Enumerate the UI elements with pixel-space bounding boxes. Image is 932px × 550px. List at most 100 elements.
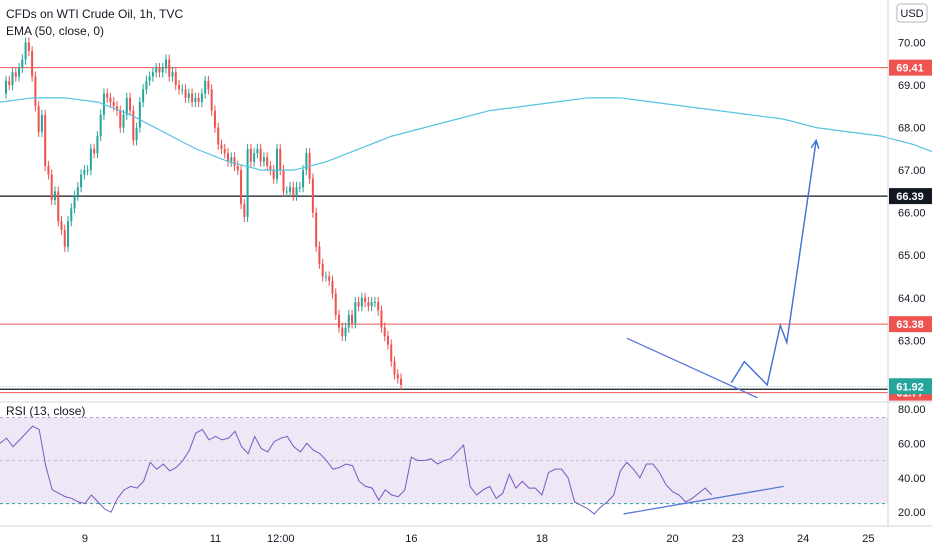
candle-body [86, 170, 89, 172]
candle-body [253, 153, 256, 162]
candle-body [174, 72, 177, 86]
time-tick-label: 23 [732, 533, 744, 545]
level-tag: 69.41 [896, 63, 924, 75]
candle-body [109, 97, 112, 103]
candle-body [112, 102, 115, 107]
candle-body [115, 106, 119, 111]
candle-body [347, 314, 350, 328]
candle-body [226, 153, 230, 162]
time-tick-label: 25 [862, 533, 874, 545]
candle-body [233, 157, 236, 166]
level-tag-bg [889, 316, 932, 333]
candle-body [155, 68, 158, 73]
candle-body [158, 68, 161, 73]
candles [4, 37, 403, 391]
candle-body [40, 114, 43, 132]
candle-body [311, 178, 314, 213]
ema-label: EMA (50, close, 0) [6, 24, 104, 38]
candle-body [315, 212, 318, 247]
candle-body [279, 148, 282, 171]
candle-body [351, 314, 354, 324]
candle-body [34, 76, 37, 107]
currency-label: USD [900, 8, 923, 20]
candle-body [305, 153, 308, 171]
candle-body [289, 187, 292, 192]
candle-body [240, 170, 243, 205]
rsi-axis: 80.00 60.00 40.00 20.00 [898, 404, 926, 519]
candle-body [298, 187, 301, 189]
candle-body [331, 280, 334, 294]
time-tick-label: 11 [210, 533, 221, 545]
candle-body [360, 297, 363, 307]
price-tick-label: 64.00 [898, 293, 926, 305]
candle-body [292, 187, 295, 196]
candle-body [383, 327, 386, 337]
price-tick-label: 63.00 [898, 335, 926, 347]
candle-body [259, 148, 262, 162]
candle-body [27, 42, 30, 52]
candle-body [200, 93, 203, 103]
candle-body [328, 276, 331, 281]
candle-body [4, 80, 8, 94]
ema-line-group [0, 97, 932, 171]
candle-body [344, 327, 347, 337]
candle-body [373, 302, 376, 304]
candle-body [272, 170, 275, 179]
candle-body [47, 165, 50, 175]
currency-button[interactable] [896, 3, 928, 23]
candle-body [187, 93, 190, 98]
candle-body [236, 165, 239, 171]
candle-body [386, 336, 389, 345]
candle-body [135, 127, 138, 141]
projection-path [730, 140, 817, 387]
candle-body [60, 221, 63, 230]
candle-body [44, 114, 47, 166]
ema-line [0, 97, 932, 171]
trend-lines [626, 138, 820, 399]
level-tag-bg [889, 188, 932, 205]
price-tick-label: 67.00 [898, 165, 926, 177]
time-tick-label: 18 [536, 533, 548, 545]
candle-body [377, 302, 380, 311]
candle-body [151, 72, 154, 77]
candle-body [181, 89, 184, 91]
candle-body [31, 51, 34, 77]
candle-body [354, 302, 357, 324]
candle-body [142, 89, 145, 103]
last-price-tag-bg [889, 378, 932, 395]
chart-title: CFDs on WTI Crude Oil, 1h, TVC [6, 7, 183, 21]
candle-body [132, 110, 135, 141]
time-tick-label: 24 [797, 533, 809, 545]
candle-body [380, 310, 383, 328]
candle-body [24, 42, 27, 60]
candle-body [145, 80, 148, 90]
candle-body [370, 302, 373, 307]
candle-body [73, 195, 76, 209]
candle-body [285, 191, 288, 193]
candle-body [275, 148, 278, 179]
candle-body [129, 97, 132, 111]
candle-body [119, 110, 122, 128]
candle-body [230, 157, 233, 162]
candle-body [324, 276, 327, 278]
candle-body [197, 97, 200, 103]
candle-body [217, 127, 220, 145]
time-tick-label: 20 [666, 533, 678, 545]
rsi-line [0, 425, 713, 515]
level-tag: 66.39 [896, 191, 924, 203]
candle-body [50, 174, 53, 200]
candle-body [400, 378, 403, 385]
candle-body [178, 85, 181, 90]
candle-body [269, 165, 272, 171]
time-tick-label: 12:00 [267, 533, 295, 545]
candle-body [96, 136, 99, 154]
candle-body [8, 80, 11, 86]
price-tick-label: 70.00 [898, 38, 926, 50]
candle-body [302, 170, 305, 188]
rsi-tick-label: 20.00 [898, 507, 926, 519]
candle-body [223, 148, 226, 154]
candle-body [364, 297, 367, 303]
candle-body [393, 361, 396, 375]
